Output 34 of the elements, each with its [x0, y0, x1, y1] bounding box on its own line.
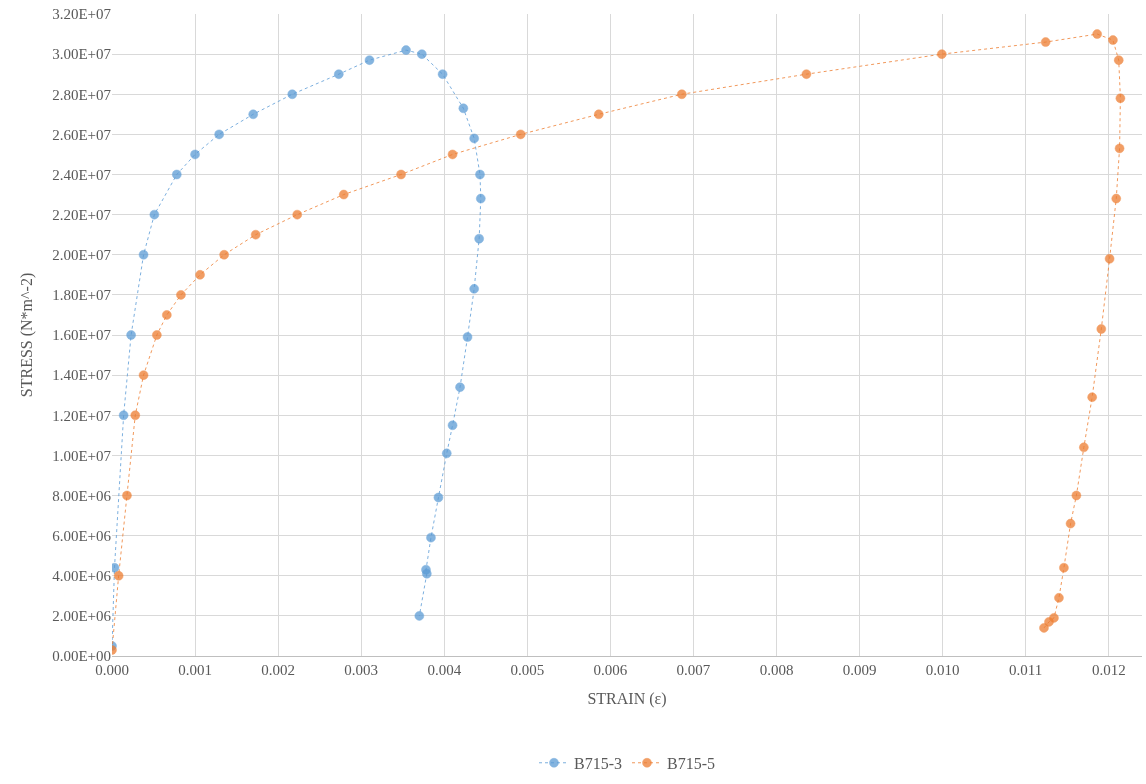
- x-tick-label: 0.002: [261, 662, 296, 678]
- y-tick-label: 1.60E+07: [52, 327, 112, 344]
- x-tick-label: 0.004: [427, 662, 462, 678]
- y-tick-label: 2.00E+06: [52, 608, 112, 625]
- y-tick-label: 1.80E+07: [52, 287, 112, 304]
- x-tick-label: 0.003: [344, 662, 379, 678]
- y-tick-label: 2.40E+07: [52, 166, 112, 183]
- x-tick-label: 0.012: [1091, 662, 1126, 678]
- x-tick-label: 0.011: [1009, 662, 1043, 678]
- x-axis-title: STRAIN (ε): [587, 689, 667, 708]
- x-tick-label: 0.005: [510, 662, 545, 678]
- x-tick-label: 0.000: [95, 662, 129, 678]
- x-tick-label: 0.008: [759, 662, 794, 678]
- y-tick-label: 2.20E+07: [52, 206, 112, 223]
- y-tick-label: 0.00E+00: [52, 648, 111, 665]
- y-tick-label: 1.20E+07: [52, 407, 112, 424]
- y-tick-label: 1.00E+07: [52, 447, 112, 464]
- legend-label: B715-3: [574, 755, 622, 773]
- y-axis-title: STRESS (N*m^-2): [18, 272, 37, 398]
- y-tick-label: 2.60E+07: [52, 126, 112, 143]
- legend-label: B715-5: [667, 755, 715, 773]
- y-tick-label: 2.80E+07: [52, 86, 112, 103]
- x-tick-label: 0.001: [178, 662, 212, 678]
- x-tick-label: 0.009: [842, 662, 877, 678]
- y-tick-label: 2.00E+07: [52, 247, 112, 263]
- x-tick-label: 0.010: [925, 662, 960, 678]
- y-tick-label: 8.00E+06: [52, 487, 112, 504]
- y-tick-label: 6.00E+06: [52, 527, 112, 544]
- x-tick-label: 0.007: [676, 662, 711, 678]
- y-tick-label: 1.40E+07: [52, 367, 112, 384]
- y-tick-label: 4.00E+06: [52, 568, 112, 584]
- x-tick-label: 0.006: [593, 662, 628, 678]
- y-tick-label: 3.00E+07: [52, 46, 112, 63]
- y-tick-label: 3.20E+07: [52, 6, 112, 23]
